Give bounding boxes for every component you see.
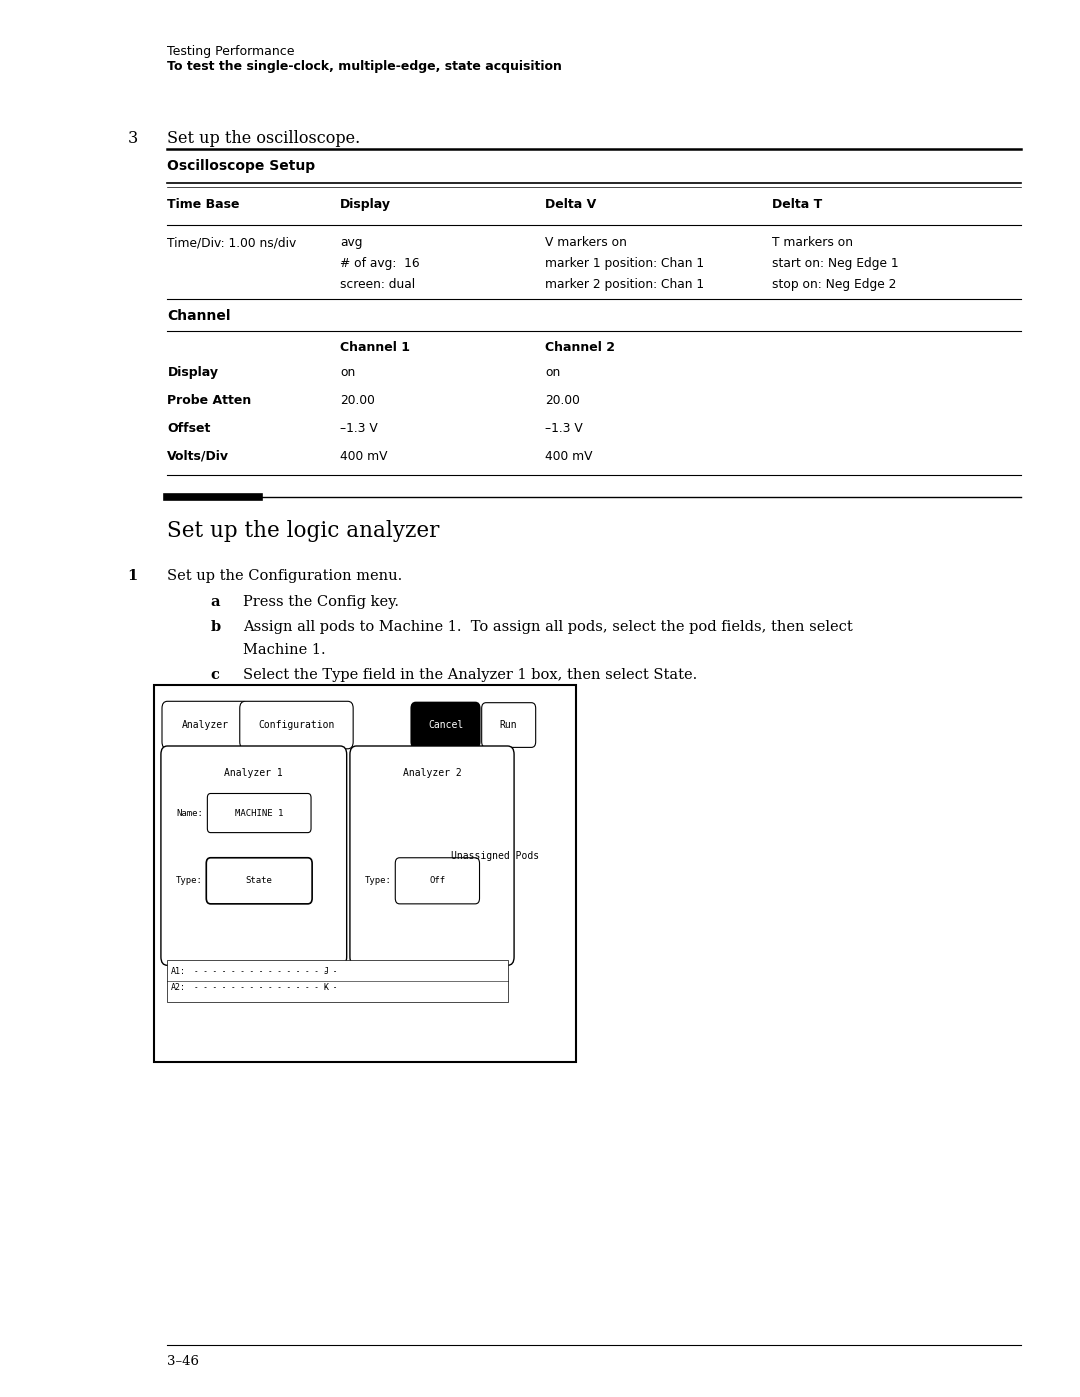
Text: Analyzer 2: Analyzer 2	[403, 768, 461, 778]
FancyBboxPatch shape	[350, 746, 514, 965]
Text: Assign all pods to Machine 1.  To assign all pods, select the pod fields, then s: Assign all pods to Machine 1. To assign …	[243, 620, 853, 634]
Text: Analyzer 1: Analyzer 1	[225, 768, 283, 778]
Text: 3: 3	[127, 130, 137, 147]
Text: 3–46: 3–46	[167, 1355, 200, 1368]
Text: 1: 1	[127, 569, 137, 583]
Text: marker 2 position: Chan 1: marker 2 position: Chan 1	[545, 278, 704, 291]
FancyBboxPatch shape	[395, 858, 480, 904]
Text: Set up the logic analyzer: Set up the logic analyzer	[167, 520, 440, 542]
Text: Delta V: Delta V	[545, 198, 596, 211]
Text: Offset: Offset	[167, 422, 211, 434]
Text: Probe Atten: Probe Atten	[167, 394, 252, 407]
Text: Name:: Name:	[176, 809, 203, 817]
Text: –1.3 V: –1.3 V	[545, 422, 583, 434]
Text: Time/Div: 1.00 ns/div: Time/Div: 1.00 ns/div	[167, 236, 297, 249]
Text: Configuration: Configuration	[258, 719, 335, 731]
FancyBboxPatch shape	[162, 701, 248, 749]
FancyBboxPatch shape	[161, 746, 347, 965]
FancyBboxPatch shape	[207, 793, 311, 833]
Text: K: K	[324, 983, 329, 992]
Text: V markers on: V markers on	[545, 236, 627, 249]
Text: Channel 2: Channel 2	[545, 341, 616, 353]
Text: State: State	[246, 876, 272, 884]
Text: Display: Display	[167, 366, 218, 379]
Text: marker 1 position: Chan 1: marker 1 position: Chan 1	[545, 257, 704, 270]
Text: Time Base: Time Base	[167, 198, 240, 211]
Text: J: J	[324, 967, 329, 975]
Text: Testing Performance: Testing Performance	[167, 45, 295, 57]
Text: a: a	[211, 595, 220, 609]
Text: Channel: Channel	[167, 309, 231, 323]
Text: Type:: Type:	[365, 876, 392, 884]
Text: 20.00: 20.00	[545, 394, 580, 407]
Text: Press the Config key.: Press the Config key.	[243, 595, 399, 609]
Text: Volts/Div: Volts/Div	[167, 450, 229, 462]
Text: Oscilloscope Setup: Oscilloscope Setup	[167, 159, 315, 173]
Text: T markers on: T markers on	[772, 236, 853, 249]
Text: on: on	[545, 366, 561, 379]
Text: screen: dual: screen: dual	[340, 278, 416, 291]
Text: MACHINE 1: MACHINE 1	[235, 809, 283, 817]
Text: Set up the oscilloscope.: Set up the oscilloscope.	[167, 130, 361, 147]
Text: on: on	[340, 366, 355, 379]
Text: 400 mV: 400 mV	[340, 450, 388, 462]
Text: - - - - - - - - - - - - - - - -: - - - - - - - - - - - - - - - -	[194, 967, 338, 975]
Text: # of avg:  16: # of avg: 16	[340, 257, 420, 270]
Text: b: b	[211, 620, 220, 634]
Text: c: c	[211, 668, 219, 682]
Text: Set up the Configuration menu.: Set up the Configuration menu.	[167, 569, 403, 583]
FancyBboxPatch shape	[154, 685, 576, 1062]
Text: 20.00: 20.00	[340, 394, 375, 407]
Text: To test the single-clock, multiple-edge, state acquisition: To test the single-clock, multiple-edge,…	[167, 60, 563, 73]
Text: 400 mV: 400 mV	[545, 450, 593, 462]
Text: Off: Off	[430, 876, 445, 884]
Text: avg: avg	[340, 236, 363, 249]
Text: Display: Display	[340, 198, 391, 211]
Text: A1:: A1:	[171, 967, 186, 975]
FancyBboxPatch shape	[482, 703, 536, 747]
Text: start on: Neg Edge 1: start on: Neg Edge 1	[772, 257, 899, 270]
Text: Machine 1.: Machine 1.	[243, 643, 326, 657]
Text: - - - - - - - - - - - - - - - -: - - - - - - - - - - - - - - - -	[194, 983, 338, 992]
Text: stop on: Neg Edge 2: stop on: Neg Edge 2	[772, 278, 896, 291]
Text: Delta T: Delta T	[772, 198, 823, 211]
Text: Channel 1: Channel 1	[340, 341, 410, 353]
FancyBboxPatch shape	[411, 703, 480, 747]
Text: Unassigned Pods: Unassigned Pods	[450, 851, 539, 861]
FancyBboxPatch shape	[206, 858, 312, 904]
FancyBboxPatch shape	[240, 701, 353, 749]
Text: Analyzer: Analyzer	[181, 719, 229, 731]
Text: Type:: Type:	[176, 876, 203, 884]
Text: Cancel: Cancel	[428, 719, 463, 731]
Text: A2:: A2:	[171, 983, 186, 992]
Text: –1.3 V: –1.3 V	[340, 422, 378, 434]
Text: Run: Run	[500, 719, 517, 731]
Text: Select the Type field in the Analyzer 1 box, then select State.: Select the Type field in the Analyzer 1 …	[243, 668, 698, 682]
FancyBboxPatch shape	[167, 960, 508, 1002]
